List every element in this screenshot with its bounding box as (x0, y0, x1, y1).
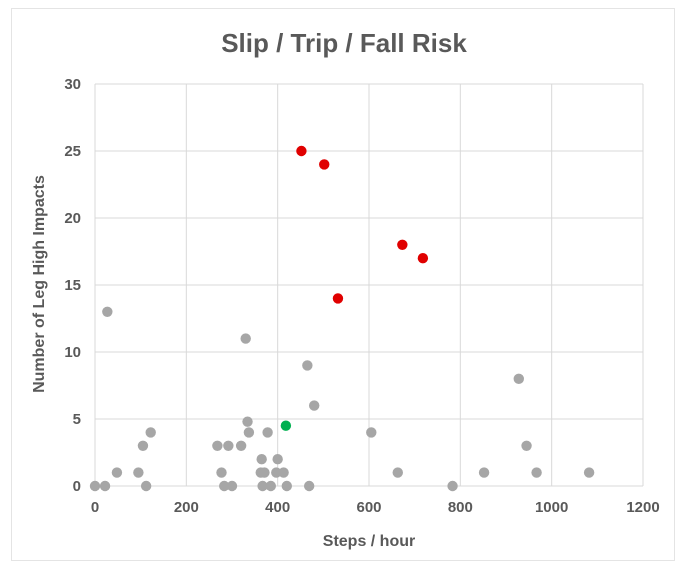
chart-title: Slip / Trip / Fall Risk (221, 28, 467, 58)
data-point-gray-14 (240, 333, 251, 344)
x-tick-label: 1000 (535, 499, 568, 516)
data-point-gray-10 (219, 480, 230, 492)
data-point-gray-27 (302, 360, 313, 371)
data-point-red-1 (319, 159, 330, 170)
data-point-gray-8 (212, 440, 223, 451)
data-point-gray-21 (262, 427, 273, 438)
data-point-gray-2 (102, 306, 113, 317)
y-tick-label: 25 (64, 143, 81, 160)
data-point-gray-26 (281, 480, 292, 492)
data-point-red-0 (296, 145, 307, 157)
y-tick-label: 30 (64, 76, 81, 93)
data-points (89, 145, 595, 492)
data-point-gray-31 (392, 467, 403, 478)
data-point-gray-30 (366, 427, 377, 438)
data-point-gray-5 (137, 440, 149, 451)
data-point-green-0 (280, 420, 292, 431)
data-point-gray-1 (99, 480, 111, 492)
data-point-gray-20 (259, 467, 270, 478)
data-point-gray-7 (145, 427, 156, 438)
data-point-gray-24 (272, 454, 283, 465)
data-point-gray-37 (583, 467, 595, 478)
y-axis-title: Number of Leg High Impacts (31, 175, 48, 393)
x-tick-label: 600 (356, 499, 381, 516)
data-point-gray-6 (140, 480, 152, 492)
data-point-gray-0 (89, 480, 101, 492)
data-point-gray-35 (521, 440, 532, 451)
data-point-gray-11 (223, 440, 234, 451)
data-point-gray-25 (278, 467, 289, 478)
y-tick-label: 5 (73, 411, 81, 428)
data-point-gray-9 (216, 467, 227, 478)
data-point-red-3 (397, 239, 408, 250)
y-tick-label: 15 (64, 277, 81, 294)
data-point-gray-23 (271, 467, 282, 478)
data-point-gray-28 (303, 480, 315, 492)
data-point-gray-29 (309, 400, 320, 411)
x-tick-label: 200 (174, 499, 199, 516)
data-point-gray-34 (513, 373, 524, 384)
gridlines (94, 83, 644, 487)
x-tick-label: 400 (265, 499, 290, 516)
data-point-gray-22 (265, 480, 277, 492)
data-point-gray-3 (111, 467, 123, 478)
x-tick-label: 1200 (626, 499, 659, 516)
x-tick-label: 800 (448, 499, 473, 516)
data-point-gray-18 (256, 454, 267, 465)
y-tick-label: 0 (73, 478, 81, 495)
x-tick-label: 0 (91, 499, 99, 516)
tick-labels: 0 5 10 15 20 25 30 0 200 400 600 800 1000 1200 (64, 76, 659, 516)
data-point-gray-33 (478, 467, 490, 478)
data-point-red-4 (417, 253, 429, 264)
data-point-gray-13 (235, 440, 247, 451)
data-point-gray-15 (242, 416, 253, 427)
y-tick-label: 10 (64, 344, 81, 361)
data-point-gray-32 (447, 480, 458, 492)
data-point-gray-12 (226, 480, 238, 492)
x-axis-title: Steps / hour (323, 533, 415, 550)
data-point-red-2 (332, 293, 344, 304)
data-point-gray-36 (531, 467, 542, 478)
data-point-gray-16 (243, 427, 255, 438)
data-point-gray-4 (133, 467, 144, 478)
data-point-gray-19 (257, 480, 268, 492)
y-tick-label: 20 (64, 210, 81, 227)
